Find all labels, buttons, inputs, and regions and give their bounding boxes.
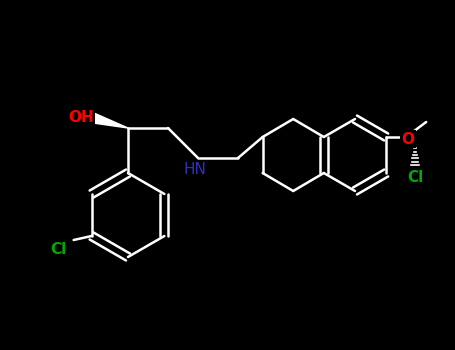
Text: O: O: [402, 132, 415, 147]
Text: Cl: Cl: [407, 169, 423, 184]
Text: Cl: Cl: [51, 241, 67, 257]
Text: HN: HN: [183, 162, 207, 177]
Polygon shape: [91, 113, 128, 128]
Text: OH: OH: [68, 111, 94, 126]
